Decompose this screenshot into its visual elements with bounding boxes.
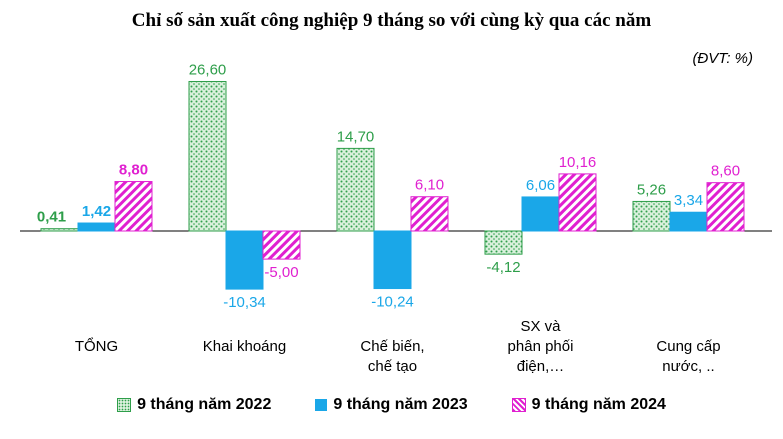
category-label-1: TỔNG [75, 337, 118, 355]
legend-item-2: 9 tháng năm 2023 [315, 396, 468, 414]
bar-2-2 [225, 230, 264, 290]
bar-3-1 [114, 181, 153, 232]
legend-label-3: 9 tháng năm 2024 [531, 396, 666, 413]
category-label-2: Khai khoáng [203, 338, 286, 355]
data-label-3-3: 6,10 [415, 177, 444, 194]
bar-3-2 [262, 230, 301, 260]
category-label-4: điện,… [517, 358, 565, 375]
data-label-1-5: 5,26 [637, 181, 666, 198]
data-label-2-3: -10,24 [371, 294, 414, 311]
bar-1-4 [484, 230, 523, 255]
data-label-2-4: 6,06 [526, 177, 555, 194]
legend-swatch-3 [511, 398, 526, 412]
category-label-3: Chế biến, [360, 338, 424, 355]
data-label-2-2: -10,34 [223, 294, 266, 311]
data-label-3-1: 8,80 [119, 162, 148, 179]
data-label-1-4: -4,12 [486, 259, 520, 276]
legend-item-3: 9 tháng năm 2024 [511, 396, 666, 414]
bar-1-2 [188, 81, 227, 232]
data-label-3-4: 10,16 [559, 154, 597, 171]
legend-swatch-1 [117, 398, 132, 412]
category-label-5: nước, .. [662, 358, 714, 375]
bar-1-3 [336, 147, 375, 232]
data-label-1-2: 26,60 [189, 62, 227, 79]
data-label-2-1: 1,42 [82, 203, 111, 220]
category-label-3: chế tạo [368, 358, 417, 375]
bar-1-1 [40, 228, 79, 232]
data-label-2-5: 3,34 [674, 192, 703, 209]
bar-2-1 [77, 222, 116, 232]
bar-2-5 [669, 211, 708, 232]
data-label-1-1: 0,41 [37, 209, 66, 226]
category-label-4: SX và [520, 318, 561, 335]
bar-1-5 [632, 200, 671, 232]
category-label-5: Cung cấp [656, 338, 720, 355]
bar-3-3 [410, 196, 449, 232]
data-label-3-2: -5,00 [264, 264, 298, 281]
legend-item-1: 9 tháng năm 2022 [117, 396, 271, 414]
bar-2-4 [521, 196, 560, 232]
data-label-1-3: 14,70 [337, 128, 375, 145]
bar-2-3 [373, 230, 412, 290]
legend: 9 tháng năm 2022 9 tháng năm 2023 9 tháng … [0, 396, 783, 414]
chart-title: Chỉ số sản xuất công nghiệp 9 tháng so v… [131, 10, 652, 31]
legend-label-2: 9 tháng năm 2023 [333, 396, 468, 413]
bar-3-4 [558, 173, 597, 232]
category-label-4: phân phối [508, 338, 574, 355]
legend-swatch-2 [315, 399, 328, 411]
unit-note: (ĐVT: %) [692, 50, 753, 67]
bar-3-5 [706, 182, 745, 232]
data-label-3-5: 8,60 [711, 163, 740, 180]
legend-label-1: 9 tháng năm 2022 [137, 396, 272, 413]
